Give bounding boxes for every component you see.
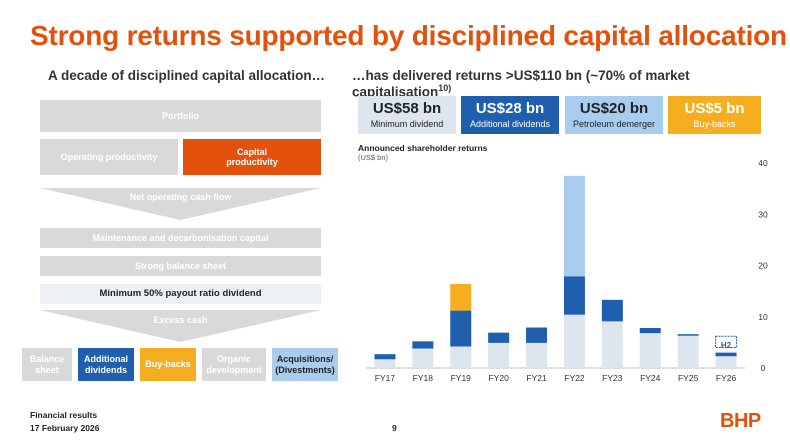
net-cash-label: Net operating cash flow — [129, 191, 232, 202]
summary-min-dividend: US$58 bn Minimum dividend — [358, 96, 456, 134]
x-tick-label: FY22 — [564, 373, 585, 383]
summary-min-dividend-value: US$58 bn — [372, 100, 442, 117]
allocation-additional-dividends: Additional dividends — [78, 348, 134, 381]
x-tick-label: FY26 — [716, 373, 737, 383]
summary-min-dividend-label: Minimum dividend — [370, 119, 444, 129]
page-title: Strong returns supported by disciplined … — [30, 20, 787, 51]
bar-FY19-0 — [450, 346, 472, 368]
excess-cash-chevron — [40, 310, 321, 342]
left-subtitle: A decade of disciplined capital allocati… — [48, 68, 326, 83]
bar-FY22-2 — [563, 175, 585, 277]
summary-demerger-label: Petroleum demerger — [572, 119, 656, 129]
bar-FY17-0 — [374, 359, 396, 368]
excess-cash-label: Excess cash — [153, 314, 208, 325]
right-subtitle: …has delivered returns >US$110 bn (~70% … — [352, 68, 790, 100]
y-tick-label: 0 — [761, 363, 766, 373]
operating-productivity-box: Operating productivity — [40, 139, 178, 175]
x-tick-label: FY23 — [602, 373, 623, 383]
bar-FY24-1 — [639, 328, 661, 334]
bar-FY19-1 — [450, 310, 472, 347]
chart-title: Announced shareholder returns — [358, 143, 488, 153]
x-tick-label: FY24 — [640, 373, 661, 383]
allocation-balance-sheet: Balance sheet — [22, 348, 72, 381]
capital-productivity-box: Capital productivity — [183, 139, 321, 175]
maintenance-bar: Maintenance and decarbonisation capital — [40, 228, 321, 248]
bar-FY20-0 — [488, 342, 510, 368]
net-cash-chevron-shape — [40, 188, 321, 220]
fy26-h2-outline — [715, 335, 738, 349]
bar-FY18-0 — [412, 348, 434, 368]
allocation-buy-backs: Buy-backs — [140, 348, 196, 381]
summary-demerger-value: US$20 bn — [579, 100, 649, 117]
summary-buybacks-value: US$5 bn — [684, 100, 745, 117]
bar-FY24-0 — [639, 333, 661, 368]
bar-FY17-1 — [374, 354, 396, 360]
bar-FY21-1 — [526, 327, 548, 343]
bar-FY26-1 — [715, 352, 737, 357]
summary-additional-value: US$28 bn — [475, 100, 545, 117]
bhp-logo: BHP — [720, 410, 761, 432]
balance-sheet-bar: Strong balance sheet — [40, 256, 321, 276]
page-number: 9 — [392, 423, 397, 433]
bar-FY22-1 — [563, 276, 585, 315]
summary-additional-label: Additional dividends — [469, 119, 551, 129]
portfolio-bar: Portfolio — [40, 100, 321, 132]
chart-unit: (US$ bn) — [358, 153, 389, 162]
x-tick-label: FY17 — [375, 373, 396, 383]
bar-FY23-1 — [601, 299, 623, 322]
bar-FY25-0 — [677, 335, 699, 368]
y-tick-label: 20 — [758, 261, 768, 271]
bar-FY25-1 — [677, 334, 699, 336]
summary-buy-backs: US$5 bn Buy-backs — [668, 96, 761, 134]
x-tick-label: FY25 — [678, 373, 699, 383]
allocation-acquisitions: Acquisitions/ (Divestments) — [272, 348, 338, 381]
bar-FY19-3 — [450, 283, 472, 311]
x-tick-label: FY19 — [451, 373, 472, 383]
bar-FY22-0 — [563, 314, 585, 368]
allocation-organic-development: Organic development — [202, 348, 266, 381]
fy26-h2-label: H2 — [721, 341, 732, 350]
bar-FY18-1 — [412, 341, 434, 349]
bar-FY26-0 — [715, 356, 737, 368]
summary-petroleum-demerger: US$20 bn Petroleum demerger — [565, 96, 663, 134]
excess-cash-chevron-shape — [40, 310, 321, 342]
bar-FY21-0 — [526, 342, 548, 368]
summary-additional-dividends: US$28 bn Additional dividends — [461, 96, 559, 134]
payout-bar: Minimum 50% payout ratio dividend — [40, 284, 321, 304]
x-tick-label: FY20 — [488, 373, 509, 383]
x-tick-label: FY18 — [413, 373, 434, 383]
bar-FY23-0 — [601, 321, 623, 368]
right-subtitle-sup: 10) — [438, 83, 452, 93]
net-cash-chevron — [40, 188, 321, 220]
footer-date: 17 February 2026 — [30, 423, 100, 433]
y-tick-label: 40 — [758, 158, 768, 168]
summary-buybacks-label: Buy-backs — [693, 119, 736, 129]
bar-FY20-1 — [488, 332, 510, 343]
footer-title: Financial results — [30, 410, 98, 420]
y-tick-label: 30 — [758, 209, 768, 219]
y-tick-label: 10 — [758, 312, 768, 322]
right-subtitle-text: …has delivered returns >US$110 bn (~70% … — [352, 68, 690, 100]
x-tick-label: FY21 — [526, 373, 547, 383]
